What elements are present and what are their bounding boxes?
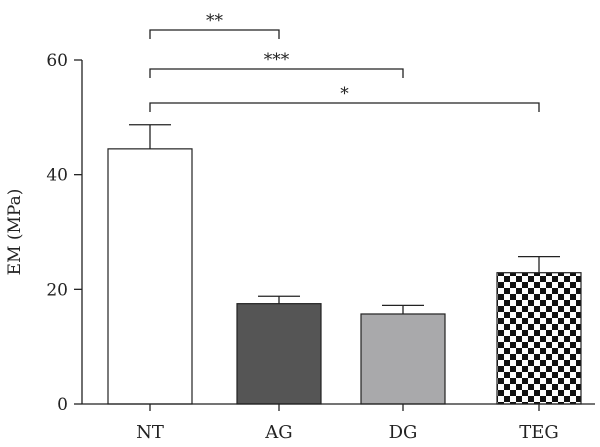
y-ticks: 0 20 40 60 [46, 51, 82, 415]
x-tick-label-nt: NT [136, 422, 164, 443]
significance-label: * [340, 84, 349, 104]
x-tick-label-ag: AG [264, 422, 292, 443]
bar-teg [496, 272, 582, 405]
bar-nt [107, 148, 193, 405]
significance-label: ** [206, 11, 224, 31]
y-tick-label: 20 [46, 280, 68, 300]
bar-dg [360, 313, 446, 405]
significance-bracket [149, 29, 280, 39]
y-axis-title: EM (MPa) [5, 189, 25, 276]
x-tick-labels: NT AG DG TEG [136, 404, 559, 443]
significance-bracket [149, 68, 404, 78]
y-tick-label: 60 [46, 51, 68, 71]
x-tick-label-teg: TEG [519, 422, 559, 443]
y-tick-label: 0 [57, 395, 68, 415]
bars-layer [107, 148, 582, 405]
bar-ag [236, 303, 322, 405]
error-bars-layer [129, 124, 560, 314]
y-tick-label: 40 [46, 166, 68, 186]
significance-label: *** [264, 50, 290, 70]
significance-brackets: ****** [149, 11, 540, 112]
significance-bracket [149, 102, 540, 112]
x-tick-label-dg: DG [389, 422, 418, 443]
